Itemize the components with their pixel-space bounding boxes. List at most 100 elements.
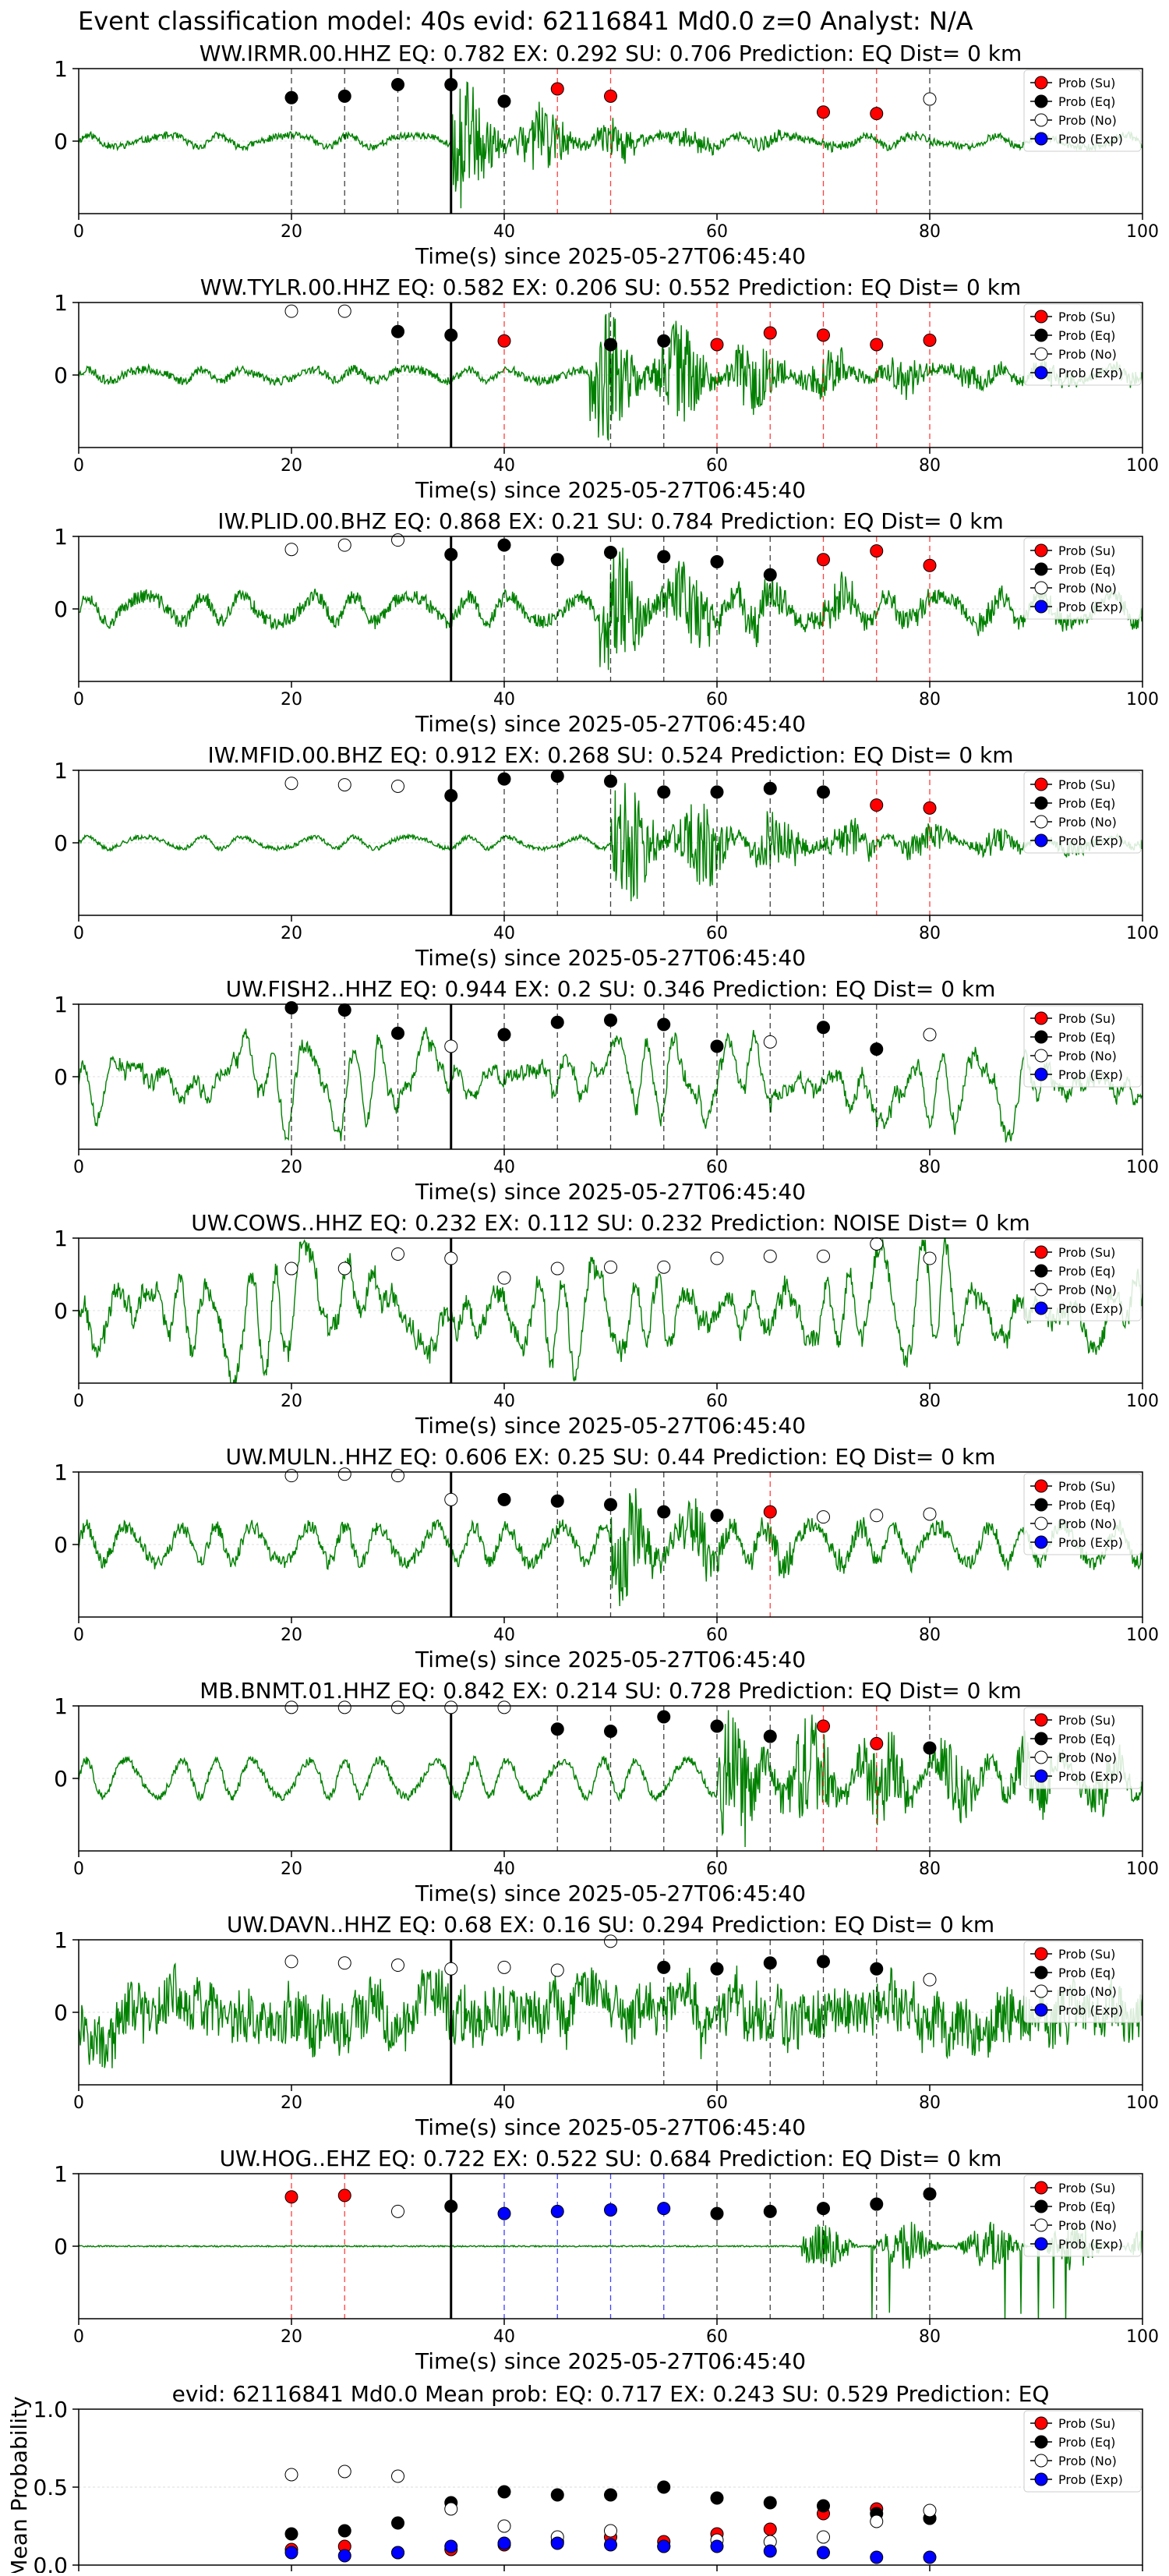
y-tick-label: 0 bbox=[54, 2000, 68, 2026]
x-tick-label: 100 bbox=[1126, 2093, 1159, 2113]
probability-point-no bbox=[284, 1700, 298, 1714]
y-tick-label: 1 bbox=[54, 524, 68, 550]
legend-box bbox=[1023, 1473, 1142, 1555]
legend-label: Prob (No) bbox=[1058, 1750, 1117, 1765]
probability-point-eq bbox=[550, 553, 564, 567]
probability-point-eq bbox=[763, 1729, 777, 1743]
x-tick-label: 100 bbox=[1126, 2327, 1159, 2347]
legend-marker bbox=[1034, 1498, 1048, 1512]
legend-marker bbox=[1034, 1750, 1048, 1764]
station-panel-4: IW.MFID.00.BHZ EQ: 0.912 EX: 0.268 SU: 0… bbox=[54, 742, 1159, 971]
probability-point-eq bbox=[923, 1741, 937, 1755]
mean-point-exp bbox=[337, 2549, 351, 2563]
x-tick-label: 80 bbox=[919, 1626, 941, 1645]
x-tick-label: 0 bbox=[73, 2327, 84, 2347]
x-tick-label: 80 bbox=[919, 456, 941, 476]
probability-point-su bbox=[337, 2189, 351, 2203]
probability-point-no bbox=[923, 1028, 937, 1042]
probability-point-su bbox=[550, 82, 564, 96]
legend-label: Prob (No) bbox=[1058, 1283, 1117, 1297]
probability-point-no bbox=[391, 2204, 404, 2218]
legend-label: Prob (Eq) bbox=[1058, 1732, 1115, 1746]
probability-point-eq bbox=[497, 538, 511, 552]
x-tick-label: 80 bbox=[919, 2093, 941, 2113]
panel-title: MB.BNMT.01.HHZ EQ: 0.842 EX: 0.214 SU: 0… bbox=[200, 1678, 1022, 1704]
legend-marker bbox=[1034, 796, 1048, 810]
legend-label: Prob (Su) bbox=[1058, 1245, 1115, 1260]
probability-point-su bbox=[817, 553, 830, 567]
probability-point-eq bbox=[710, 1509, 724, 1523]
probability-point-eq bbox=[497, 1492, 511, 1506]
legend-marker bbox=[1034, 2416, 1048, 2430]
x-tick-label: 60 bbox=[706, 2327, 728, 2347]
legend-marker bbox=[1034, 113, 1048, 127]
legend-label: Prob (Eq) bbox=[1058, 1966, 1115, 1980]
x-tick-label: 80 bbox=[919, 222, 941, 242]
probability-point-eq bbox=[284, 1001, 298, 1015]
x-tick-label: 60 bbox=[706, 690, 728, 709]
station-panel-6: UW.COWS..HHZ EQ: 0.232 EX: 0.112 SU: 0.2… bbox=[54, 1210, 1159, 1438]
legend-marker bbox=[1034, 600, 1048, 614]
legend-marker bbox=[1034, 2003, 1048, 2017]
probability-point-exp bbox=[604, 2203, 617, 2217]
legend-marker bbox=[1034, 1947, 1048, 1961]
probability-point-eq bbox=[391, 77, 404, 91]
probability-point-eq bbox=[710, 555, 724, 569]
probability-point-no bbox=[763, 1249, 777, 1263]
x-tick-label: 60 bbox=[706, 456, 728, 476]
probability-point-eq bbox=[763, 568, 777, 582]
probability-point-no bbox=[870, 1237, 884, 1251]
mean-point-eq bbox=[284, 2527, 298, 2541]
probability-point-su bbox=[923, 558, 937, 572]
mean-point-exp bbox=[497, 2536, 511, 2550]
legend-label: Prob (Exp) bbox=[1058, 1535, 1123, 1550]
probability-point-su bbox=[284, 2190, 298, 2204]
probability-point-eq bbox=[284, 90, 298, 104]
y-tick-label: 1 bbox=[54, 1460, 68, 1485]
legend-marker bbox=[1034, 1479, 1048, 1493]
legend-label: Prob (Eq) bbox=[1058, 1030, 1115, 1045]
station-panel-10: UW.HOG..EHZ EQ: 0.722 EX: 0.522 SU: 0.68… bbox=[54, 2146, 1159, 2374]
x-tick-label: 100 bbox=[1126, 690, 1159, 709]
probability-point-eq bbox=[391, 324, 404, 338]
mean-point-exp bbox=[710, 2539, 724, 2553]
legend-label: Prob (Su) bbox=[1058, 777, 1115, 792]
mean-point-eq bbox=[550, 2488, 564, 2502]
probability-point-eq bbox=[444, 547, 458, 561]
x-tick-label: 40 bbox=[493, 1859, 515, 1879]
probability-point-eq bbox=[870, 1962, 884, 1976]
x-tick-label: 100 bbox=[1126, 456, 1159, 476]
y-tick-label: 1 bbox=[54, 290, 68, 316]
legend-label: Prob (Exp) bbox=[1058, 2472, 1123, 2487]
probability-point-eq bbox=[657, 785, 671, 799]
probability-point-no bbox=[604, 1260, 617, 1274]
probability-point-eq bbox=[657, 334, 671, 348]
legend-label: Prob (No) bbox=[1058, 581, 1117, 596]
legend-marker bbox=[1034, 328, 1048, 342]
legend-marker bbox=[1034, 94, 1048, 108]
mean-point-eq bbox=[763, 2496, 777, 2510]
legend-marker bbox=[1034, 1067, 1048, 1081]
x-tick-label: 0 bbox=[73, 924, 84, 943]
probability-point-eq bbox=[337, 89, 351, 103]
legend-marker bbox=[1034, 132, 1048, 146]
panel-title: UW.HOG..EHZ EQ: 0.722 EX: 0.522 SU: 0.68… bbox=[220, 2146, 1002, 2171]
probability-point-eq bbox=[337, 1003, 351, 1017]
panel-title: WW.IRMR.00.HHZ EQ: 0.782 EX: 0.292 SU: 0… bbox=[200, 41, 1022, 66]
x-tick-label: 0 bbox=[73, 2093, 84, 2113]
legend-marker bbox=[1034, 2237, 1048, 2251]
station-panel-8: MB.BNMT.01.HHZ EQ: 0.842 EX: 0.214 SU: 0… bbox=[54, 1678, 1159, 1906]
legend-marker bbox=[1034, 543, 1048, 557]
x-axis-label: Time(s) since 2025-05-27T06:45:40 bbox=[415, 477, 806, 503]
station-panel-9: UW.DAVN..HHZ EQ: 0.68 EX: 0.16 SU: 0.294… bbox=[54, 1912, 1159, 2140]
legend-label: Prob (Eq) bbox=[1058, 562, 1115, 577]
probability-point-eq bbox=[391, 1026, 404, 1040]
probability-point-no bbox=[923, 1973, 937, 1987]
mean-point-eq bbox=[710, 2491, 724, 2505]
probability-point-eq bbox=[710, 1719, 724, 1733]
probability-point-eq bbox=[657, 550, 671, 564]
probability-point-no bbox=[337, 778, 351, 792]
x-tick-label: 80 bbox=[919, 1392, 941, 1411]
y-tick-label: 1 bbox=[54, 56, 68, 82]
mean-point-no bbox=[923, 2503, 937, 2518]
